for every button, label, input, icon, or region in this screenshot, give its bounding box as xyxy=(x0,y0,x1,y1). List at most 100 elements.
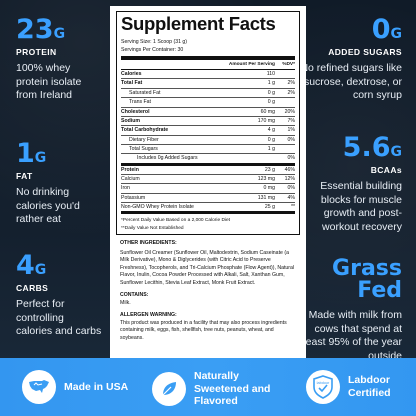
nutrient-name: Potassium xyxy=(121,194,146,201)
facts-column-header: Amount Per Serving %DV* xyxy=(121,60,295,71)
facts-row: Dietary Fiber 0 g 0% xyxy=(121,136,295,145)
nutrient-amount: 0 mg xyxy=(263,185,275,192)
facts-row: Cholesterol 60 mg 20% xyxy=(121,108,295,117)
stat-value: 4 xyxy=(16,250,35,281)
stat-unit: G xyxy=(390,26,403,42)
stat-label: BCAAs xyxy=(370,165,402,175)
badge-naturally-sweetened: Naturally Sweetened and Flavored xyxy=(152,370,290,408)
nutrient-name: Non-GMO Whey Protein Isolate xyxy=(121,203,194,210)
nutrient-dv: 46% xyxy=(284,166,295,173)
supplement-facts-panel: Supplement Facts Serving Size: 1 Scoop (… xyxy=(110,6,306,380)
other-ingredients-heading: OTHER INGREDIENTS: xyxy=(120,240,177,247)
svg-text:labdoor: labdoor xyxy=(317,381,330,385)
nutrient-dv: 1% xyxy=(287,127,296,134)
labdoor-shield-icon: labdoor xyxy=(306,370,340,404)
nutrient-dv: 0% xyxy=(287,136,296,143)
badge-labdoor: labdoor Labdoor Certified xyxy=(306,370,412,404)
stat-label: FAT xyxy=(16,171,33,181)
stat-description: No refined sugars like sucrose, dextrose… xyxy=(300,62,402,102)
allergen-text: This product was produced in a facility … xyxy=(120,319,287,341)
stat-value: 1 xyxy=(16,138,35,169)
nutrient-dv xyxy=(275,70,295,78)
facts-row: Calories 110 xyxy=(121,70,295,80)
badge-text: Made in USA xyxy=(64,380,129,393)
nutrient-dv: 4% xyxy=(287,194,296,201)
footnote-not-established: **Daily Value Not Established xyxy=(121,225,184,231)
nutrient-amount: 23 g xyxy=(264,166,275,173)
stat-protein: 23G PROTEIN 100% whey protein isolate fr… xyxy=(16,16,102,103)
nutrient-amount xyxy=(241,154,275,162)
stat-added-sugars: 0G ADDED SUGARS No refined sugars like s… xyxy=(296,16,402,103)
nutrient-name: Protein xyxy=(121,166,139,173)
facts-row: Total Carbohydrate 4 g 1% xyxy=(121,126,296,136)
nutrient-dv xyxy=(275,98,295,106)
nutrient-amount: 1 g xyxy=(267,145,275,152)
facts-row: Protein 23 g 46% xyxy=(121,166,295,175)
stat-unit: G xyxy=(34,262,47,278)
nutrient-amount: 170 mg xyxy=(257,117,275,124)
facts-row: Iron 0 mg 0% xyxy=(121,184,296,194)
stat-value: 0 xyxy=(371,14,391,45)
serving-info: Serving Size: 1 Scoop (31 g) Servings Pe… xyxy=(121,38,295,61)
badge-made-in-usa: Made in USA xyxy=(22,370,128,404)
facts-row: Sodium 170 mg 7% xyxy=(121,117,296,127)
nutrient-name: Trans Fat xyxy=(129,99,152,106)
nutrient-amount: 25 g xyxy=(264,203,275,210)
stat-unit: G xyxy=(53,26,66,42)
stat-label: ADDED SUGARS xyxy=(328,47,402,57)
nutrient-dv xyxy=(275,145,295,153)
nutrient-name: Total Fat xyxy=(121,80,143,87)
facts-row: Potassium 131 mg 4% xyxy=(121,194,295,203)
stat-fat: 1G FAT No drinking calories you'd rather… xyxy=(16,140,102,227)
nutrient-name: Calcium xyxy=(121,175,140,182)
nutrient-name: Cholesterol xyxy=(121,108,150,115)
nutrient-amount: 110 xyxy=(266,71,275,78)
footnote-dv: *Percent Daily Value Based on a 2,000 Ca… xyxy=(121,218,230,224)
nutrient-amount: 1 g xyxy=(267,80,275,87)
nutrient-amount: 0 g xyxy=(267,99,275,106)
facts-row: Saturated Fat 0 g 2% xyxy=(121,89,296,99)
nutrient-name: Total Carbohydrate xyxy=(121,127,169,134)
badge-text: Labdoor Certified xyxy=(348,374,391,399)
facts-row: Total Sugars 1 g xyxy=(121,145,295,155)
nutrient-dv: 12% xyxy=(284,175,295,182)
stat-description: Essential building blocks for muscle gro… xyxy=(320,180,402,233)
nutrient-amount: 60 mg xyxy=(260,108,275,115)
stat-value: 23 xyxy=(16,14,54,45)
stat-description: Made with milk from cows that spend at l… xyxy=(303,309,402,362)
serving-size: Serving Size: 1 Scoop (31 g) xyxy=(121,38,188,45)
facts-box: Supplement Facts Serving Size: 1 Scoop (… xyxy=(116,11,300,236)
contains-text: Milk. xyxy=(120,299,131,306)
nutrient-amount: 4 g xyxy=(267,127,275,134)
nutrient-name: Includes 0g Added Sugars xyxy=(137,155,198,162)
other-ingredients-text: Sunflower Oil Creamer (Sunflower Oil, Ma… xyxy=(120,249,295,286)
contains-heading: CONTAINS: xyxy=(120,292,149,299)
stat-value: 5.6 xyxy=(342,132,391,163)
stat-value: Grass Fed xyxy=(332,256,402,303)
badge-banner: Made in USA Naturally Sweetened and Flav… xyxy=(0,358,416,416)
allergen-heading: ALLERGEN WARNING: xyxy=(120,312,177,319)
facts-row: Total Fat 1 g 2% xyxy=(121,79,295,89)
facts-row: Includes 0g Added Sugars 0% xyxy=(121,154,295,166)
nutrient-name: Sodium xyxy=(121,117,141,124)
badge-text: Naturally Sweetened and Flavored xyxy=(194,370,271,408)
nutrient-dv: 0% xyxy=(287,185,296,192)
nutrient-dv: 7% xyxy=(287,117,296,124)
stat-description: 100% whey protein isolate from Ireland xyxy=(16,62,82,102)
stat-unit: G xyxy=(390,144,403,160)
nutrient-name: Saturated Fat xyxy=(129,89,161,96)
stat-description: No drinking calories you'd rather eat xyxy=(16,186,80,226)
stat-description: Perfect for controlling calories and car… xyxy=(16,298,102,338)
nutrient-amount: 123 mg xyxy=(257,175,275,182)
facts-row: Calcium 123 mg 12% xyxy=(121,175,295,185)
facts-title: Supplement Facts xyxy=(121,13,276,34)
facts-row: Trans Fat 0 g xyxy=(121,98,295,108)
stat-label: CARBS xyxy=(16,283,49,293)
stat-bcaas: 5.6G BCAAs Essential building blocks for… xyxy=(296,134,402,235)
nutrient-dv: 2% xyxy=(287,89,296,96)
facts-footnotes: *Percent Daily Value Based on a 2,000 Ca… xyxy=(121,214,295,232)
facts-rows: Calories 110 Total Fat 1 g 2% Saturated Fat 0 … xyxy=(121,70,296,215)
nutrient-amount: 131 mg xyxy=(257,194,275,201)
nutrient-dv: 20% xyxy=(284,108,295,115)
stat-label: PROTEIN xyxy=(16,47,57,57)
